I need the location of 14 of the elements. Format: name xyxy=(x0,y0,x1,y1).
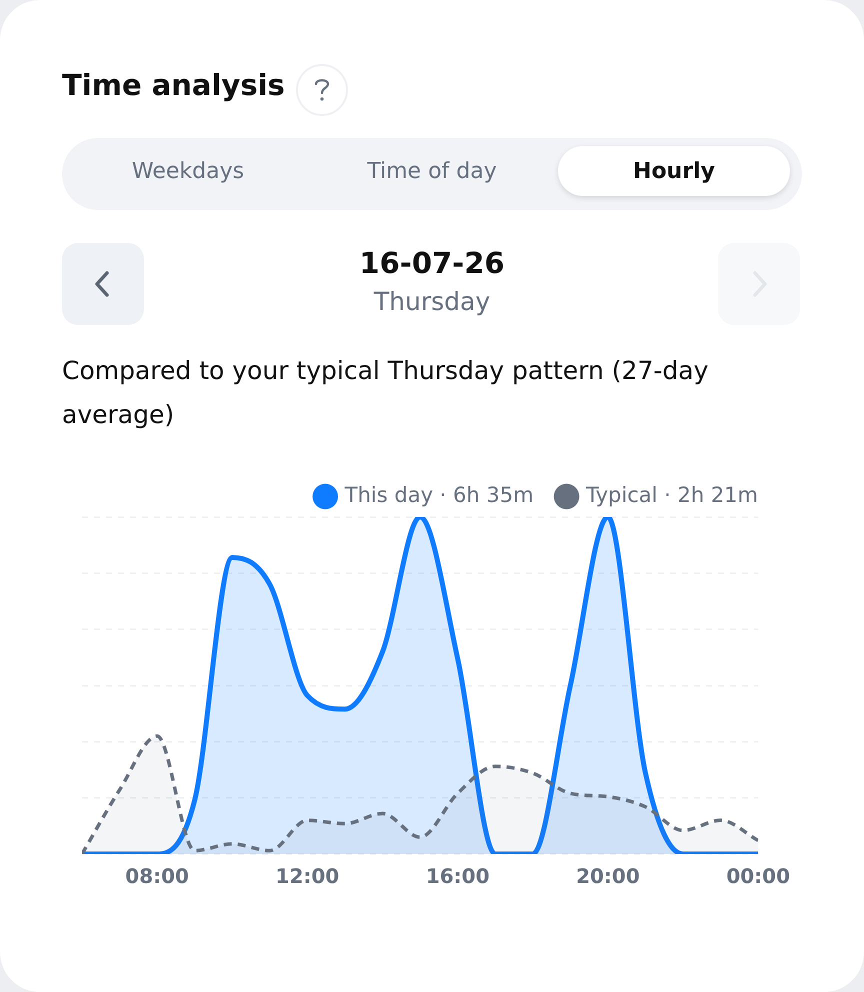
legend-label: This day · 6h 35m xyxy=(344,482,534,507)
text: 16-07-26 xyxy=(358,246,506,280)
x-tick-label: 08:00 xyxy=(125,864,189,888)
legend-label: Typical · 2h 21m xyxy=(585,482,758,507)
text: Time of day xyxy=(366,158,498,186)
text: Compared to your typical Thursday pattern (27-day average) xyxy=(62,355,710,431)
x-tick-label: 20:00 xyxy=(576,864,640,888)
chart-title: Time analysis xyxy=(62,68,285,102)
x-tick-label: 16:00 xyxy=(426,864,490,888)
x-tick-label: 00:00 xyxy=(726,864,790,888)
text: Hourly xyxy=(558,146,790,196)
text: Weekdays xyxy=(130,158,246,186)
text: Thursday xyxy=(372,287,492,316)
x-tick-label: 12:00 xyxy=(276,864,340,888)
